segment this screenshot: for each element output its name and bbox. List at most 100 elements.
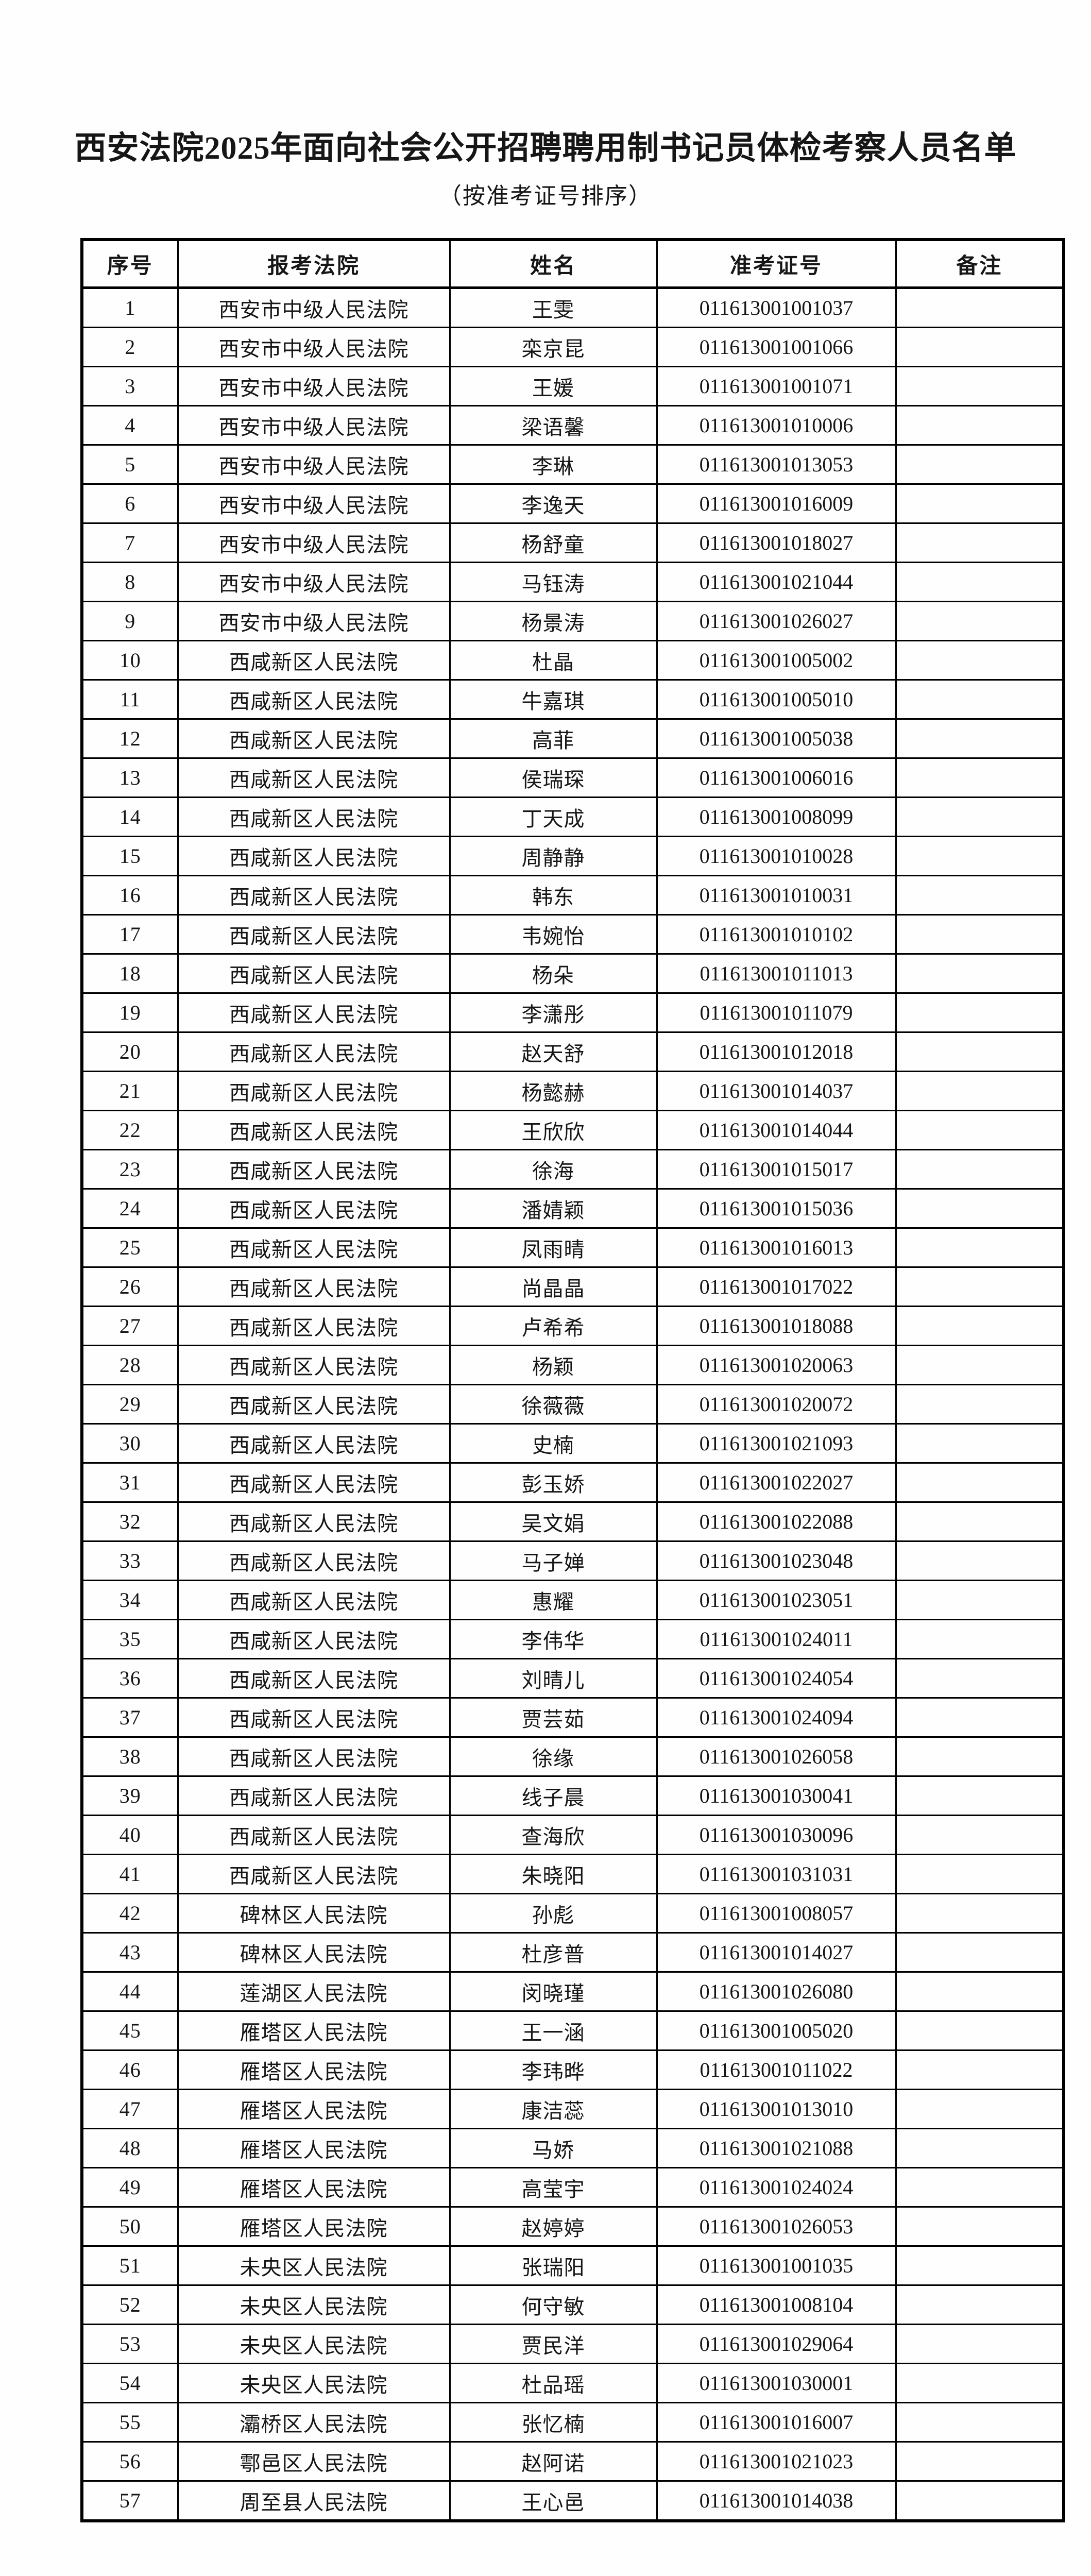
header-remarks: 备注: [895, 239, 1065, 289]
table-row: 41 西咸新区人民法院 朱晓阳 011613001031031: [81, 1854, 1065, 1894]
name-cell: 朱晓阳: [449, 1854, 658, 1894]
serial-number-cell: 34: [81, 1580, 179, 1620]
ticket-cell: 011613001008099: [656, 796, 897, 837]
court-cell: 西咸新区人民法院: [177, 1619, 451, 1659]
serial-number-cell: 39: [81, 1775, 179, 1816]
serial-number-cell: 48: [81, 2128, 179, 2168]
name-cell: 韦婉怡: [449, 914, 658, 955]
table-row: 12 西咸新区人民法院 高菲 011613001005038: [81, 718, 1065, 759]
ticket-cell: 011613001018027: [656, 522, 897, 563]
court-cell: 西咸新区人民法院: [177, 1658, 451, 1699]
court-cell: 西安市中级人民法院: [177, 366, 451, 406]
note-cell: [895, 444, 1065, 485]
note-cell: [895, 796, 1065, 837]
serial-number-cell: 30: [81, 1423, 179, 1464]
serial-number-cell: 31: [81, 1462, 179, 1503]
table-header-row: 序号 报考法院 姓名 准考证号 备注: [81, 239, 1065, 289]
page-title: 西安法院2025年面向社会公开招聘聘用制书记员体检考察人员名单: [74, 131, 1017, 166]
table-row: 29 西咸新区人民法院 徐薇薇 011613001020072: [81, 1384, 1065, 1425]
note-cell: [895, 757, 1065, 798]
table-row: 3 西安市中级人民法院 王媛 011613001001071: [81, 366, 1065, 406]
table-row: 33 西咸新区人民法院 马子婵 011613001023048: [81, 1540, 1065, 1581]
note-cell: [895, 522, 1065, 563]
court-cell: 西咸新区人民法院: [177, 1736, 451, 1777]
name-cell: 马钰涛: [449, 562, 658, 602]
name-cell: 高菲: [449, 718, 658, 759]
ticket-cell: 011613001001071: [656, 366, 897, 406]
roster-table: 序号 报考法院 姓名 准考证号 备注 1 西安市中级人民法院 王雯 011613001…: [80, 238, 1065, 2522]
note-cell: [895, 2245, 1065, 2286]
note-cell: [895, 2402, 1065, 2443]
court-cell: 西咸新区人民法院: [177, 718, 451, 759]
name-cell: 丁天成: [449, 796, 658, 837]
serial-number-cell: 43: [81, 1932, 179, 1973]
roster-table-body: 1 西安市中级人民法院 王雯 011613001001037 2 西安市中级人民法院 栾京昆…: [81, 287, 1065, 2522]
ticket-cell: 011613001018088: [656, 1306, 897, 1346]
ticket-cell: 011613001021093: [656, 1423, 897, 1464]
ticket-cell: 011613001010102: [656, 914, 897, 955]
note-cell: [895, 2049, 1065, 2090]
serial-number-cell: 45: [81, 2010, 179, 2051]
serial-number-cell: 54: [81, 2363, 179, 2403]
table-row: 22 西咸新区人民法院 王欣欣 011613001014044: [81, 1110, 1065, 1150]
serial-number-cell: 6: [81, 483, 179, 524]
ticket-cell: 011613001026027: [656, 601, 897, 641]
court-cell: 雁塔区人民法院: [177, 2049, 451, 2090]
ticket-cell: 011613001030041: [656, 1775, 897, 1816]
note-cell: [895, 875, 1065, 916]
ticket-cell: 011613001010028: [656, 836, 897, 876]
table-row: 13 西咸新区人民法院 侯瑞琛 011613001006016: [81, 757, 1065, 798]
court-cell: 雁塔区人民法院: [177, 2010, 451, 2051]
ticket-cell: 011613001010006: [656, 405, 897, 446]
name-cell: 康洁蕊: [449, 2089, 658, 2129]
table-row: 45 雁塔区人民法院 王一涵 011613001005020: [81, 2010, 1065, 2051]
court-cell: 未央区人民法院: [177, 2363, 451, 2403]
table-row: 21 西咸新区人民法院 杨懿赫 011613001014037: [81, 1071, 1065, 1111]
ticket-cell: 011613001020063: [656, 1345, 897, 1385]
name-cell: 杜彦普: [449, 1932, 658, 1973]
court-cell: 西咸新区人民法院: [177, 640, 451, 681]
court-cell: 西咸新区人民法院: [177, 1188, 451, 1229]
serial-number-cell: 18: [81, 953, 179, 994]
note-cell: [895, 2363, 1065, 2403]
table-row: 20 西咸新区人民法院 赵天舒 011613001012018: [81, 1031, 1065, 1072]
court-cell: 西安市中级人民法院: [177, 483, 451, 524]
ticket-cell: 011613001011013: [656, 953, 897, 994]
header-name: 姓名: [449, 239, 658, 289]
note-cell: [895, 1697, 1065, 1738]
table-row: 32 西咸新区人民法院 吴文娟 011613001022088: [81, 1501, 1065, 1542]
serial-number-cell: 21: [81, 1071, 179, 1111]
name-cell: 杨景涛: [449, 601, 658, 641]
name-cell: 杨颖: [449, 1345, 658, 1385]
note-cell: [895, 1658, 1065, 1699]
name-cell: 周静静: [449, 836, 658, 876]
table-row: 49 雁塔区人民法院 高莹宇 011613001024024: [81, 2167, 1065, 2208]
ticket-cell: 011613001013053: [656, 444, 897, 485]
court-cell: 西咸新区人民法院: [177, 1306, 451, 1346]
header-applied-court: 报考法院: [177, 239, 451, 289]
name-cell: 栾京昆: [449, 327, 658, 367]
ticket-cell: 011613001016013: [656, 1227, 897, 1268]
court-cell: 碑林区人民法院: [177, 1932, 451, 1973]
serial-number-cell: 3: [81, 366, 179, 406]
court-cell: 灞桥区人民法院: [177, 2402, 451, 2443]
name-cell: 王媛: [449, 366, 658, 406]
court-cell: 西咸新区人民法院: [177, 875, 451, 916]
table-row: 23 西咸新区人民法院 徐海 011613001015017: [81, 1149, 1065, 1190]
ticket-cell: 011613001005010: [656, 679, 897, 720]
ticket-cell: 011613001010031: [656, 875, 897, 916]
court-cell: 西咸新区人民法院: [177, 757, 451, 798]
court-cell: 西咸新区人民法院: [177, 1775, 451, 1816]
ticket-cell: 011613001021088: [656, 2128, 897, 2168]
table-row: 4 西安市中级人民法院 梁语馨 011613001010006: [81, 405, 1065, 446]
note-cell: [895, 1266, 1065, 1307]
court-cell: 西咸新区人民法院: [177, 1227, 451, 1268]
note-cell: [895, 1423, 1065, 1464]
ticket-cell: 011613001005038: [656, 718, 897, 759]
name-cell: 梁语馨: [449, 405, 658, 446]
name-cell: 徐薇薇: [449, 1384, 658, 1425]
note-cell: [895, 1971, 1065, 2012]
ticket-cell: 011613001001037: [656, 287, 897, 328]
name-cell: 高莹宇: [449, 2167, 658, 2208]
name-cell: 杨懿赫: [449, 1071, 658, 1111]
